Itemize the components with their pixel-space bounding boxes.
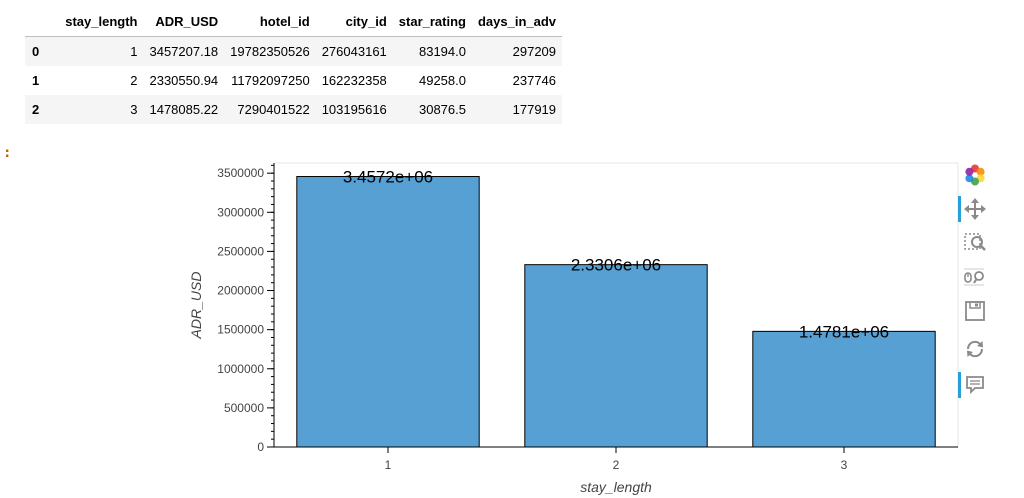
table-cell: 1478085.22 <box>149 102 219 117</box>
wheel-zoom-tool-button[interactable] <box>958 262 992 292</box>
output-prompt-marker: : <box>3 145 12 161</box>
y-tick-label: 2500000 <box>217 244 264 258</box>
bokeh-logo-icon <box>965 164 985 186</box>
y-axis: 0 500000 1000000 1500000 2000000 2500000 30000… <box>217 163 275 454</box>
column-header: city_id <box>315 7 393 37</box>
hover-tool-button[interactable] <box>958 370 992 400</box>
index-header <box>25 7 60 37</box>
box-zoom-tool-icon <box>964 233 986 251</box>
y-tick-label: 3000000 <box>217 205 264 219</box>
table-cell: 3457207.18 <box>149 44 219 59</box>
table-row: 2 3 1478085.22 7290401522 103195616 3087… <box>25 95 563 124</box>
y-tick-label: 500000 <box>224 401 264 415</box>
bars-group <box>296 176 936 448</box>
dataframe-table: stay_length ADR_USD hotel_id city_id sta… <box>25 7 563 124</box>
column-header: stay_length <box>59 7 144 37</box>
table-cell: 2 <box>130 73 138 88</box>
table-cell: 49258.0 <box>418 73 466 88</box>
table-cell: 103195616 <box>321 102 387 117</box>
reset-tool-button[interactable] <box>958 334 992 364</box>
y-tick-label: 1500000 <box>217 323 264 337</box>
column-header: star_rating <box>392 7 472 37</box>
bar-1[interactable] <box>296 176 480 448</box>
dataframe-output: stay_length ADR_USD hotel_id city_id sta… <box>25 7 563 124</box>
bar-3[interactable] <box>752 330 936 448</box>
save-tool-icon <box>965 301 985 321</box>
wheel-zoom-tool-icon <box>964 268 984 286</box>
y-tick-label: 3500000 <box>217 166 264 180</box>
row-index: 1 <box>32 73 40 88</box>
table-cell: 11792097250 <box>231 73 310 88</box>
bar-2[interactable] <box>524 264 708 448</box>
column-header: ADR_USD <box>143 7 225 37</box>
table-cell: 162232358 <box>321 73 387 88</box>
table-cell: 83194.0 <box>418 44 466 59</box>
bokeh-logo[interactable] <box>958 160 992 190</box>
table-cell: 297209 <box>512 44 557 59</box>
y-tick-label: 0 <box>257 440 264 454</box>
row-index: 0 <box>32 44 40 59</box>
y-tick-label: 1000000 <box>217 362 264 376</box>
row-index: 2 <box>32 102 40 117</box>
x-tick-label: 1 <box>385 458 392 472</box>
table-cell: 2330550.94 <box>149 73 219 88</box>
table-cell: 3 <box>130 102 138 117</box>
bar-data-label: 1.4781e+06 <box>799 322 889 341</box>
table-row: 1 2 2330550.94 11792097250 162232358 492… <box>25 66 562 95</box>
x-tick-label: 2 <box>613 458 620 472</box>
reset-tool-icon <box>966 340 984 358</box>
pan-tool-button[interactable] <box>958 194 992 224</box>
table-row: 0 1 3457207.18 19782350526 276043161 831… <box>25 36 563 66</box>
hover-tool-icon <box>966 376 984 395</box>
y-tick-label: 2000000 <box>217 284 264 298</box>
column-header: days_in_adv <box>471 7 563 37</box>
table-cell: 30876.5 <box>418 102 466 117</box>
x-tick-label: 3 <box>841 458 848 472</box>
table-cell: 237746 <box>512 73 557 88</box>
y-axis-title: ADR_USD <box>188 272 204 340</box>
x-axis-title: stay_length <box>580 479 652 495</box>
table-cell: 19782350526 <box>230 44 310 59</box>
bar-data-label: 3.4572e+06 <box>343 168 433 187</box>
bar-data-label: 2.3306e+06 <box>571 256 661 275</box>
box-zoom-tool-button[interactable] <box>958 228 992 258</box>
table-cell: 177919 <box>512 102 557 117</box>
table-cell: 276043161 <box>321 44 387 59</box>
data-labels-group: 3.4572e+06 2.3306e+06 1.4781e+06 <box>343 168 889 342</box>
table-header-row: stay_length ADR_USD hotel_id city_id sta… <box>25 7 563 37</box>
column-header: hotel_id <box>224 7 316 37</box>
x-axis: 1 2 3 <box>274 446 958 472</box>
table-cell: 7290401522 <box>237 102 310 117</box>
pan-tool-icon <box>964 198 986 220</box>
table-cell: 1 <box>130 44 138 59</box>
save-tool-button[interactable] <box>958 296 992 326</box>
